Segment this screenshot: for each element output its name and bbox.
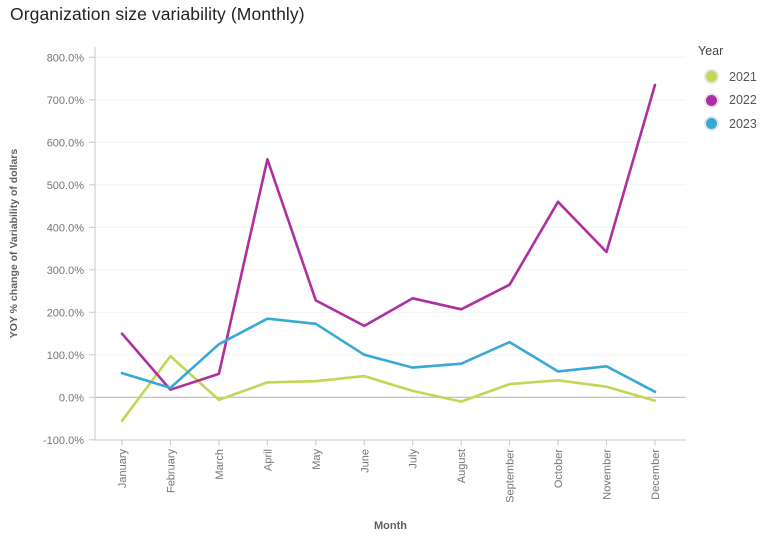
legend-label: 2022 [729,93,757,108]
y-tick-label: 200.0% [47,307,85,319]
x-tick-label: December [650,449,662,500]
y-tick-label: 100.0% [47,350,85,362]
legend-swatch-2021 [704,69,719,85]
chart-title: Organization size variability (Monthly) [10,4,305,24]
y-tick-label: 500.0% [47,180,85,192]
x-tick-label: January [117,449,129,489]
x-tick-label: November [602,449,614,500]
x-tick-label: September [505,449,517,503]
y-tick-label: 600.0% [47,137,85,149]
legend-swatch-2022 [704,92,719,108]
x-tick-label: April [262,449,274,471]
series-line-2022[interactable] [120,83,657,392]
x-tick-label: February [165,449,177,494]
x-tick-label: October [553,449,565,488]
y-tick-label: -100.0% [43,435,84,447]
x-tick-label: July [408,449,420,469]
y-axis-title: YOY % change of Variability of dollars [8,149,20,339]
series-line-2021[interactable] [120,354,657,423]
legend-item-2022[interactable]: 2022 [698,89,757,113]
x-tick-label: March [214,449,226,480]
y-tick-label: 0.0% [59,392,84,404]
y-tick-label: 700.0% [47,95,85,107]
y-tick-label: 300.0% [47,265,85,277]
legend-label: 2023 [729,116,757,131]
legend-title: Year [698,44,724,58]
x-tick-label: May [311,449,323,470]
legend-items: 2021 2022 2023 [698,65,757,136]
legend-swatch-2023 [704,116,719,132]
x-axis-title: Month [374,520,407,532]
series-line-2023[interactable] [120,317,657,394]
x-tick-label: June [359,449,371,473]
x-tick-label: August [456,449,468,483]
legend-label: 2021 [729,69,757,84]
y-tick-label: 400.0% [47,222,85,234]
y-tick-label: 800.0% [47,52,85,64]
legend-item-2023[interactable]: 2023 [698,112,757,136]
legend: Year 2021 2022 2023 [698,44,757,136]
legend-item-2021[interactable]: 2021 [698,65,757,89]
